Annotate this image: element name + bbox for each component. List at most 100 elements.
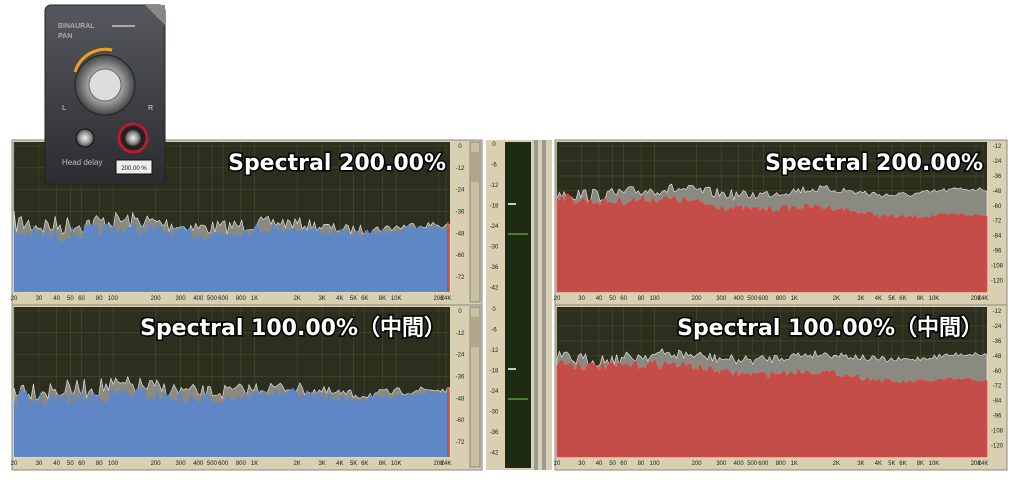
meter-label: -18	[490, 369, 499, 375]
freq-label: 8K	[379, 461, 386, 467]
freq-label: 600	[218, 461, 229, 467]
plugin-title: PAN	[58, 33, 72, 40]
freq-label: 4K	[875, 296, 882, 302]
meter-label: -12	[490, 183, 499, 189]
freq-label: 800	[776, 461, 787, 467]
freq-label: 40	[596, 461, 603, 467]
freq-label: 100	[108, 296, 119, 302]
freq-label: 20	[554, 296, 561, 302]
freq-label: 300	[716, 461, 727, 467]
freq-label: 50	[67, 461, 74, 467]
freq-label: 24K	[441, 296, 452, 302]
y-scale-label: -96	[993, 249, 1002, 255]
scroll-thumb[interactable]	[471, 152, 479, 182]
y-scale-label: -108	[991, 264, 1004, 270]
panel-title: Spectral 100.00%（中間）	[140, 316, 446, 341]
freq-label: 20	[11, 461, 18, 467]
meter-label: 0	[492, 142, 496, 148]
meter-label: -36	[490, 430, 499, 436]
freq-label: 50	[67, 296, 74, 302]
freq-label: 20K	[433, 296, 444, 302]
freq-label: 1K	[251, 296, 258, 302]
freq-label: 20	[554, 461, 561, 467]
freq-label: 400	[734, 461, 745, 467]
freq-label: 2K	[833, 461, 840, 467]
freq-label: 200	[151, 296, 162, 302]
freq-label: 600	[758, 296, 769, 302]
meter-label: -6	[491, 163, 497, 169]
plugin-title: BINAURAL	[58, 23, 95, 30]
y-scale-label: -36	[456, 375, 465, 381]
freq-label: 6K	[361, 461, 368, 467]
level-meter: 0 -6 -12 -18 -24 -30 -36 -42 0 -6 -12 -18 -24 -30 -36 -…	[486, 140, 552, 470]
freq-label: 400	[193, 296, 204, 302]
freq-label: 200	[692, 461, 703, 467]
freq-label: 40	[53, 296, 60, 302]
pan-arc[interactable]	[73, 47, 113, 73]
y-scale-label: -72	[456, 275, 465, 281]
freq-label: 5K	[888, 461, 895, 467]
freq-label: 5K	[350, 296, 357, 302]
freq-label: 30	[578, 296, 585, 302]
y-scale-label: 0	[458, 144, 462, 150]
y-scale-label: -48	[456, 231, 465, 237]
y-scale-label: -96	[993, 414, 1002, 420]
y-scale-label: -108	[991, 429, 1004, 435]
freq-label: 400	[193, 461, 204, 467]
freq-label: 600	[758, 461, 769, 467]
freq-label: 30	[578, 461, 585, 467]
spectrum-blue	[14, 386, 450, 457]
meter-label: -30	[490, 245, 499, 251]
freq-label: 80	[96, 461, 103, 467]
meter-label: -24	[490, 224, 499, 230]
y-scale-label: -36	[993, 339, 1002, 345]
freq-label: 10K	[391, 461, 402, 467]
y-scale-label: -60	[993, 369, 1002, 375]
freq-label: 8K	[917, 461, 924, 467]
freq-label: 2K	[294, 461, 301, 467]
spectral-knob-cap	[125, 130, 141, 146]
freq-label: 500	[207, 296, 218, 302]
scroll-thumb[interactable]	[471, 317, 479, 347]
freq-label: 40	[596, 296, 603, 302]
freq-label: 1K	[791, 461, 798, 467]
head-delay-label: Head delay	[62, 158, 102, 167]
freq-label: 24K	[441, 461, 452, 467]
freq-label: 60	[620, 296, 627, 302]
freq-label: 20K	[433, 461, 444, 467]
pan-knob-cap	[88, 68, 122, 102]
freq-label: 800	[236, 461, 247, 467]
y-scale-label: -48	[456, 396, 465, 402]
panel-title: Spectral 200.00%	[228, 151, 446, 176]
y-scale-label: -24	[993, 159, 1002, 165]
freq-label: 300	[716, 296, 727, 302]
freq-label: 1K	[251, 461, 258, 467]
freq-label: 6K	[361, 296, 368, 302]
scrollbar[interactable]	[469, 141, 481, 303]
meter-rail	[542, 140, 546, 470]
freq-label: 24K	[978, 296, 989, 302]
scrollbar[interactable]	[469, 306, 481, 468]
freq-label: 400	[734, 296, 745, 302]
freq-label: 50	[609, 296, 616, 302]
y-scale-label: -120	[991, 444, 1004, 450]
y-scale-label: -60	[456, 253, 465, 259]
freq-label: 80	[638, 461, 645, 467]
freq-label: 60	[620, 461, 627, 467]
value-box[interactable]	[115, 159, 153, 175]
meter-label: -42	[490, 286, 499, 292]
delay-knob[interactable]	[75, 128, 95, 148]
spectrum-red	[556, 359, 988, 458]
meter-label: -42	[490, 451, 499, 457]
freq-label: 5K	[350, 461, 357, 467]
y-scale-label: -24	[456, 188, 465, 194]
left-label: L	[62, 105, 67, 112]
freq-label: 200	[692, 296, 703, 302]
freq-label: 4K	[875, 461, 882, 467]
y-scale-label: -24	[456, 353, 465, 359]
freq-label: 300	[176, 461, 187, 467]
y-scale-label: -12	[456, 166, 465, 172]
freq-label: 4K	[336, 296, 343, 302]
